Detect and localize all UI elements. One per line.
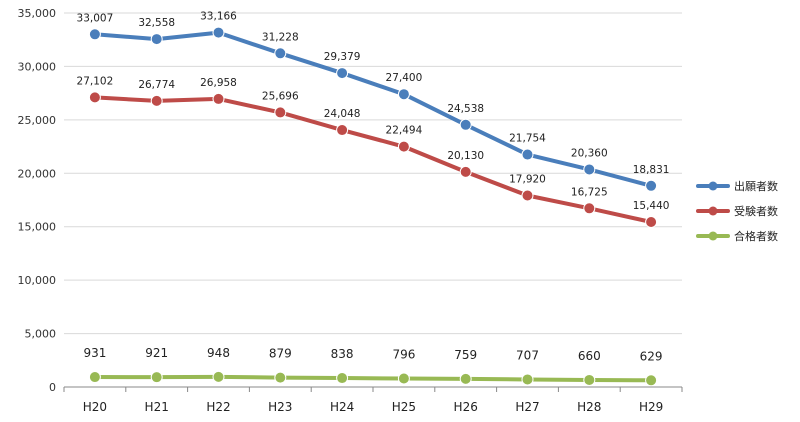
legend-label: 合格者数 xyxy=(734,229,778,243)
data-label: 20,130 xyxy=(447,150,484,162)
y-tick-label: 15,000 xyxy=(18,221,57,234)
data-label: 32,558 xyxy=(138,17,175,29)
data-label: 33,007 xyxy=(77,12,114,24)
data-label: 879 xyxy=(269,347,292,361)
x-tick-label: H26 xyxy=(454,400,478,414)
y-tick-label: 35,000 xyxy=(18,7,57,20)
y-tick-label: 20,000 xyxy=(18,167,57,180)
data-point xyxy=(212,370,225,383)
data-point xyxy=(583,373,596,386)
data-label: 796 xyxy=(392,347,415,361)
data-label: 31,228 xyxy=(262,31,299,43)
x-tick-label: H24 xyxy=(330,400,354,414)
data-label: 629 xyxy=(640,349,663,363)
data-point xyxy=(521,148,534,161)
data-point xyxy=(397,88,410,101)
x-tick-label: H20 xyxy=(83,400,107,414)
data-label: 18,831 xyxy=(633,164,670,176)
x-axis: H20 H21 H22 H23 H24 H25 H26 H27 H28 H29 xyxy=(63,386,683,414)
data-label: 838 xyxy=(331,347,354,361)
data-label: 26,958 xyxy=(200,77,237,89)
y-tick-label: 25,000 xyxy=(18,114,57,127)
data-point xyxy=(88,91,101,104)
data-point xyxy=(88,28,101,41)
legend-marker xyxy=(708,231,718,241)
x-tick-label: H28 xyxy=(577,400,601,414)
gridlines xyxy=(64,12,682,335)
legend-marker xyxy=(708,206,718,216)
data-point xyxy=(336,372,349,385)
data-label: 707 xyxy=(516,348,539,362)
data-label: 26,774 xyxy=(138,79,175,91)
x-tick-label: H21 xyxy=(145,400,169,414)
data-point xyxy=(583,163,596,176)
data-point xyxy=(212,92,225,105)
data-label: 660 xyxy=(578,349,601,363)
legend-label: 出願者数 xyxy=(734,179,778,193)
data-label: 948 xyxy=(207,346,230,360)
data-label: 21,754 xyxy=(509,133,546,145)
x-tick-label: H29 xyxy=(639,400,663,414)
data-point xyxy=(459,165,472,178)
data-label: 22,494 xyxy=(386,125,423,137)
data-point xyxy=(212,26,225,39)
y-tick-label: 30,000 xyxy=(18,60,57,73)
x-tick-label: H23 xyxy=(268,400,292,414)
data-point xyxy=(645,179,658,192)
data-point xyxy=(150,33,163,46)
data-label: 759 xyxy=(454,348,477,362)
y-tick-label: 10,000 xyxy=(18,274,57,287)
data-point xyxy=(397,140,410,153)
x-tick-label: H22 xyxy=(206,400,230,414)
data-point xyxy=(645,216,658,229)
data-point xyxy=(397,372,410,385)
data-point xyxy=(459,118,472,131)
data-label: 27,400 xyxy=(386,72,423,84)
series-line xyxy=(92,374,654,383)
data-label: 33,166 xyxy=(200,11,237,23)
data-label: 29,379 xyxy=(324,51,361,63)
y-tick-label: 5,000 xyxy=(25,328,57,341)
y-tick-label: 0 xyxy=(49,381,56,394)
data-point xyxy=(274,106,287,119)
series-line xyxy=(92,30,654,188)
data-point xyxy=(88,371,101,384)
data-point xyxy=(521,189,534,202)
data-label: 15,440 xyxy=(633,200,670,212)
data-point xyxy=(336,67,349,80)
data-point xyxy=(150,94,163,107)
data-point xyxy=(521,373,534,386)
data-point xyxy=(274,47,287,60)
data-label: 20,360 xyxy=(571,147,608,159)
data-point xyxy=(150,371,163,384)
legend-marker xyxy=(708,181,718,191)
data-label: 24,538 xyxy=(447,103,484,115)
x-tick-label: H25 xyxy=(392,400,416,414)
data-labels: 33,007 32,558 33,166 31,228 29,379 27,400 24,5… xyxy=(77,11,670,364)
data-label: 24,048 xyxy=(324,108,361,120)
data-point xyxy=(645,374,658,387)
data-label: 27,102 xyxy=(77,75,114,87)
data-label: 16,725 xyxy=(571,186,608,198)
data-label: 17,920 xyxy=(509,174,546,186)
series-line xyxy=(92,95,654,225)
legend-label: 受験者数 xyxy=(734,204,778,218)
data-point xyxy=(274,371,287,384)
data-label: 25,696 xyxy=(262,90,299,102)
data-point xyxy=(336,124,349,137)
data-point xyxy=(583,202,596,215)
data-label: 921 xyxy=(145,346,168,360)
data-label: 931 xyxy=(83,346,106,360)
x-tick-label: H27 xyxy=(515,400,539,414)
series-group xyxy=(88,26,658,387)
y-axis: 0 5,000 10,000 15,000 20,000 25,000 30,000 35,0… xyxy=(18,7,57,394)
data-point xyxy=(459,372,472,385)
